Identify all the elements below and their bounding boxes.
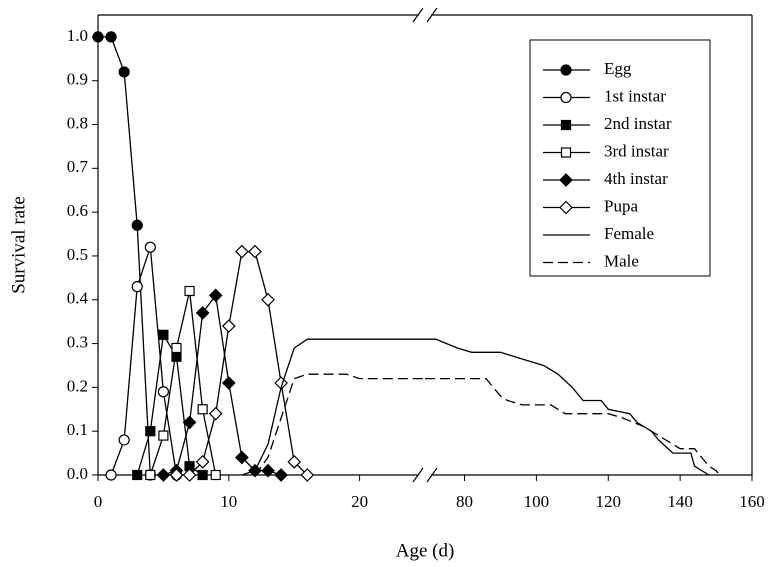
data-point bbox=[195, 455, 210, 469]
x-tick-label: 0 bbox=[94, 492, 103, 511]
data-point bbox=[171, 342, 182, 354]
series-line bbox=[425, 377, 721, 476]
legend-marker bbox=[559, 173, 573, 187]
x-axis-title: Age (d) bbox=[396, 540, 455, 561]
data-point bbox=[131, 281, 143, 293]
y-axis-title: Survival rate bbox=[8, 196, 29, 294]
series-line bbox=[149, 290, 217, 476]
y-tick-label: 1.0 bbox=[67, 26, 88, 45]
x-tick-label: 20 bbox=[351, 492, 368, 511]
data-point bbox=[235, 450, 249, 465]
data-point bbox=[210, 469, 221, 481]
data-point bbox=[287, 455, 302, 469]
data-point bbox=[208, 406, 223, 421]
legend-label: 3rd instar bbox=[604, 141, 669, 160]
data-point bbox=[300, 468, 315, 482]
y-tick-label: 0.0 bbox=[67, 464, 88, 483]
legend-marker bbox=[560, 64, 572, 76]
legend-label: Egg bbox=[604, 59, 632, 78]
data-point bbox=[132, 469, 143, 481]
legend-label: 4th instar bbox=[604, 169, 668, 188]
data-point bbox=[171, 351, 182, 362]
data-point bbox=[118, 66, 130, 78]
data-point bbox=[144, 241, 156, 253]
data-point bbox=[197, 469, 208, 481]
y-tick-label: 0.8 bbox=[67, 113, 88, 132]
data-point bbox=[261, 463, 275, 478]
y-tick-label: 0.1 bbox=[67, 420, 88, 439]
legend-marker bbox=[560, 147, 572, 158]
series-line bbox=[98, 36, 151, 476]
data-point bbox=[235, 244, 249, 259]
y-tick-label: 0.5 bbox=[67, 245, 88, 264]
legend-label: Female bbox=[604, 224, 654, 243]
data-point bbox=[208, 288, 223, 303]
legend-marker bbox=[560, 119, 572, 131]
legend-label: 1st instar bbox=[604, 86, 666, 105]
y-tick-label: 0.4 bbox=[67, 289, 89, 308]
data-point bbox=[118, 434, 130, 446]
legend-label: Pupa bbox=[604, 196, 638, 215]
series-line bbox=[110, 246, 178, 476]
y-tick-label: 0.6 bbox=[67, 201, 88, 220]
y-tick-label: 0.3 bbox=[67, 332, 88, 351]
data-point bbox=[195, 306, 210, 320]
data-point bbox=[274, 468, 288, 482]
y-tick-label: 0.2 bbox=[67, 376, 88, 395]
data-point bbox=[158, 430, 169, 441]
data-point bbox=[221, 319, 236, 333]
data-point bbox=[145, 469, 156, 481]
data-point bbox=[131, 219, 143, 231]
data-point bbox=[261, 292, 275, 307]
data-point bbox=[145, 426, 156, 437]
x-tick-label: 80 bbox=[456, 492, 473, 511]
series-line bbox=[254, 373, 425, 476]
data-point bbox=[158, 329, 169, 340]
data-point bbox=[182, 468, 197, 482]
x-tick-label: 160 bbox=[739, 492, 765, 511]
y-tick-label: 0.7 bbox=[67, 157, 89, 176]
x-tick-label: 100 bbox=[524, 492, 550, 511]
data-point bbox=[169, 468, 184, 482]
legend-marker bbox=[560, 91, 572, 104]
data-point bbox=[182, 415, 197, 430]
data-point bbox=[105, 31, 117, 43]
data-point bbox=[105, 469, 117, 481]
x-tick-label: 120 bbox=[596, 492, 622, 511]
data-point bbox=[248, 244, 262, 259]
x-tick-label: 10 bbox=[220, 492, 237, 511]
legend-label: Male bbox=[604, 251, 639, 270]
data-point bbox=[157, 386, 169, 398]
series-line bbox=[241, 338, 425, 476]
legend-box bbox=[529, 39, 711, 277]
data-point bbox=[197, 404, 208, 415]
legend-label: 2nd instar bbox=[604, 114, 672, 133]
data-point bbox=[92, 31, 104, 43]
data-point bbox=[156, 468, 171, 482]
data-point bbox=[221, 376, 236, 390]
x-tick-label: 140 bbox=[667, 492, 693, 511]
series-line bbox=[425, 338, 710, 476]
data-point bbox=[184, 285, 195, 297]
series-line bbox=[163, 293, 282, 476]
legend-marker bbox=[559, 200, 573, 215]
y-tick-label: 0.9 bbox=[67, 70, 88, 89]
